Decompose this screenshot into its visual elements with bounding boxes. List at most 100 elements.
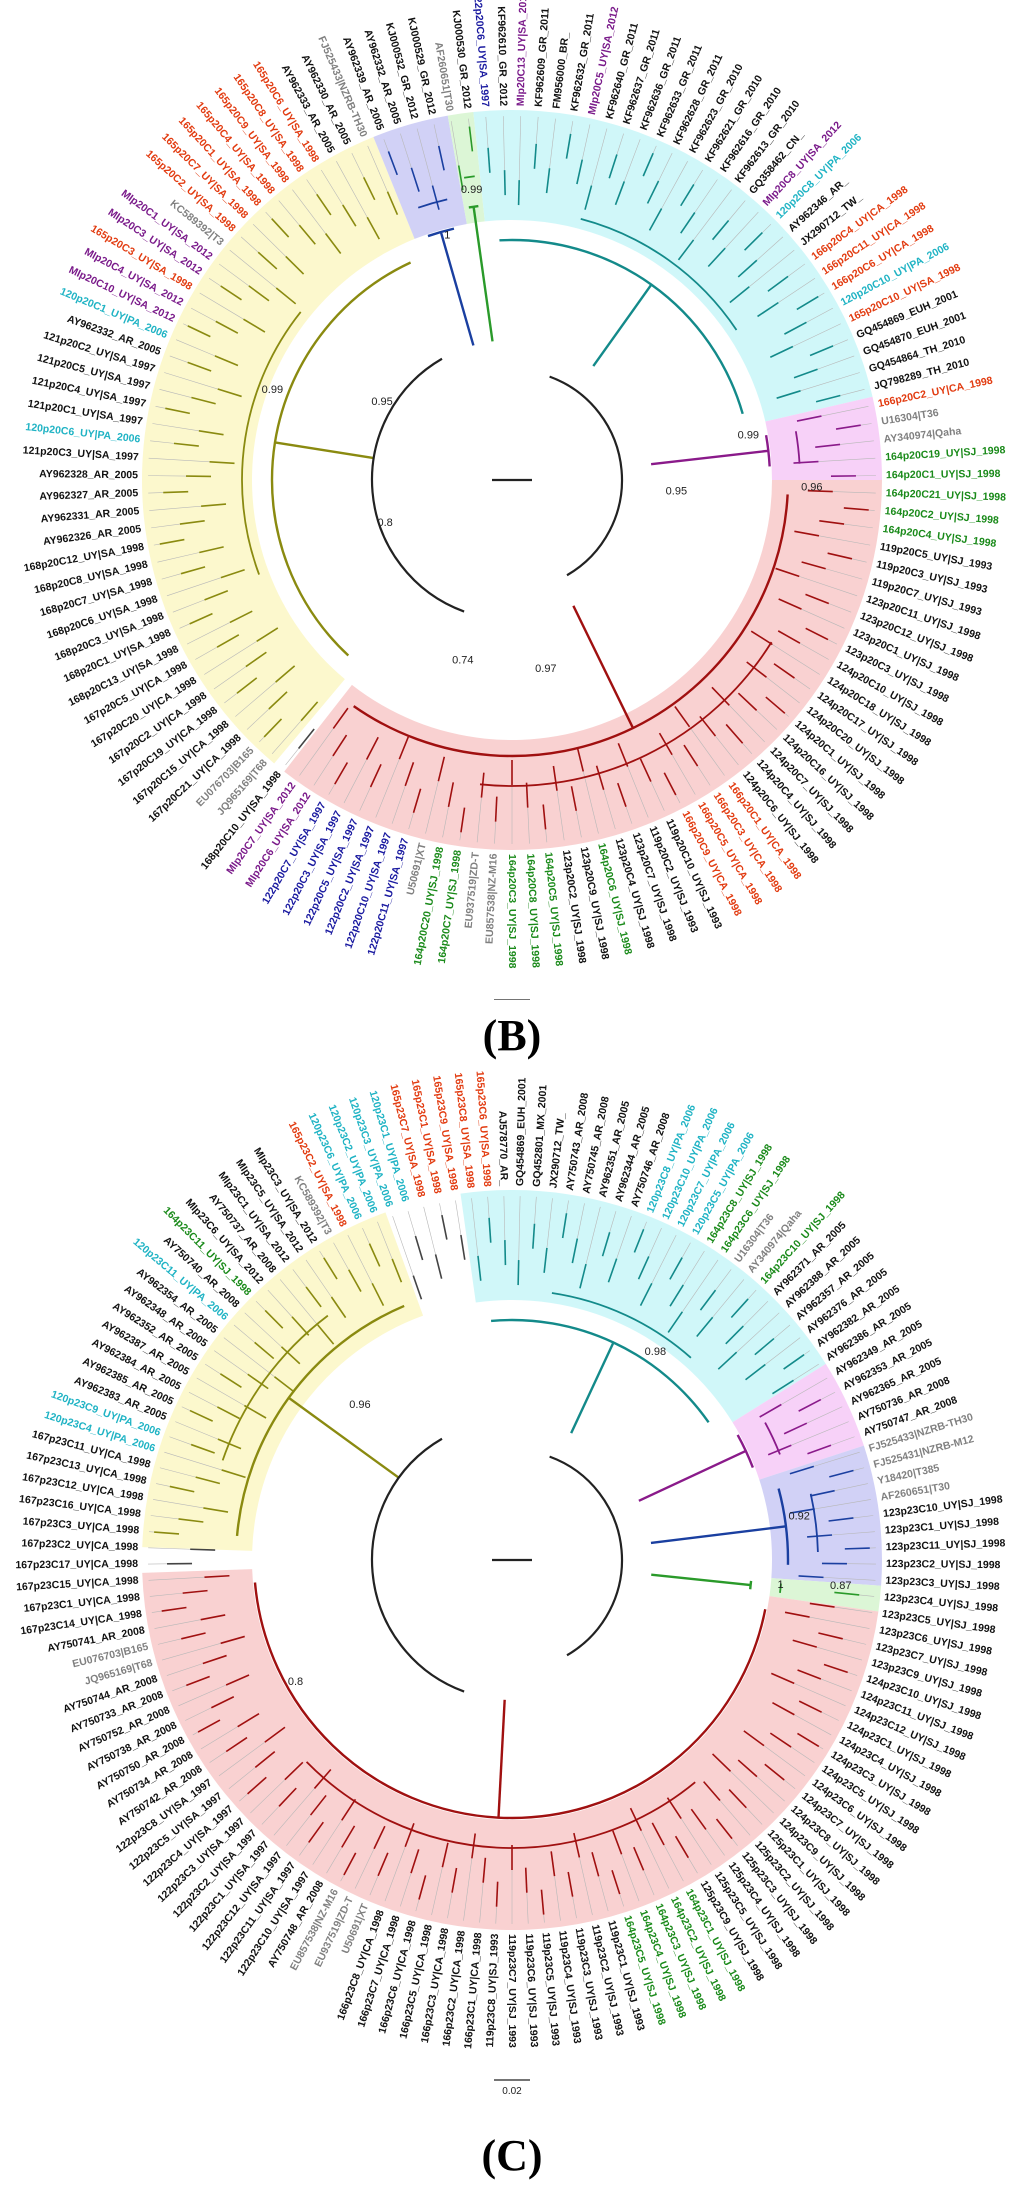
- leaf-guide-line: [377, 1221, 393, 1260]
- leaf-guide-line: [818, 1746, 824, 1750]
- terminal-branch: [617, 743, 629, 767]
- leaf-label: 167p23C17_UY|CA_1998: [15, 1558, 138, 1571]
- leaf-label: AY962328_AR_2005: [39, 468, 138, 481]
- support-value: 0.95: [666, 485, 687, 497]
- leaf-guide-line: [627, 766, 649, 818]
- terminal-branch: [646, 180, 660, 204]
- leaf-label: 119p23C7_UY|SJ_1993: [506, 1934, 518, 2048]
- leaf-guide-line: [809, 1616, 870, 1629]
- leaf-guide-line: [425, 781, 439, 834]
- leaf-guide-line: [527, 807, 530, 844]
- clade-stem: [274, 441, 374, 460]
- leaf-guide-line: [285, 748, 299, 766]
- clade-sector-blue: [759, 1445, 882, 1586]
- support-value: 1: [444, 230, 450, 242]
- terminal-branch: [217, 1406, 240, 1420]
- clade-sector-magenta: [732, 1363, 864, 1480]
- leaf-guide-line: [326, 1847, 343, 1874]
- leaf-label: GQ452801_MX_2001: [531, 1084, 550, 1187]
- leaf-guide-line: [391, 785, 406, 824]
- leaf-guide-line: [728, 200, 746, 221]
- terminal-branch: [414, 1235, 424, 1261]
- clade-sector-green: [769, 1578, 882, 1612]
- terminal-branch: [460, 807, 466, 833]
- clade-stem: [570, 1341, 615, 1434]
- leaf-guide-line: [336, 161, 368, 218]
- terminal-branch: [793, 460, 819, 464]
- leaf-guide-line: [149, 1592, 183, 1597]
- leaf-guide-line: [643, 1870, 655, 1896]
- leaf-guide-line: [794, 677, 811, 690]
- leaf-guide-line: [724, 211, 759, 249]
- leaf-guide-line: [787, 263, 806, 277]
- leaf-guide-line: [223, 1337, 275, 1377]
- terminal-branch: [495, 1881, 499, 1907]
- backbone-arc: [370, 1437, 465, 1693]
- leaf-guide-line: [818, 457, 876, 462]
- leaf-guide-line: [794, 1683, 846, 1707]
- leaf-guide-line: [503, 1196, 506, 1241]
- panel-label-b: (B): [482, 1011, 542, 1060]
- terminal-branch: [441, 1842, 449, 1868]
- support-value: 0.99: [738, 429, 759, 441]
- terminal-branch: [778, 598, 802, 610]
- terminal-branch: [744, 232, 763, 251]
- terminal-branch: [711, 1753, 732, 1772]
- leaf-guide-line: [840, 389, 865, 396]
- leaf-guide-line: [252, 223, 287, 257]
- terminal-branch: [391, 1258, 403, 1283]
- terminal-branch: [798, 1398, 822, 1412]
- clade-stem: [592, 283, 653, 367]
- terminal-branch: [798, 1700, 822, 1713]
- terminal-branch: [309, 1794, 327, 1816]
- terminal-branch: [494, 796, 498, 822]
- terminal-branch: [404, 762, 415, 787]
- terminal-branch: [332, 734, 348, 757]
- leaf-guide-line: [340, 1874, 345, 1882]
- terminal-branch: [810, 1489, 835, 1497]
- terminal-branch: [769, 1732, 792, 1748]
- leaf-guide-line: [621, 1854, 640, 1902]
- leaf-guide-line: [675, 794, 681, 804]
- terminal-branch: [683, 744, 699, 767]
- leaf-guide-line: [169, 1436, 192, 1445]
- terminal-branch: [777, 630, 801, 644]
- leaf-label: 123p23C11_UY|SJ_1998: [886, 1537, 1006, 1553]
- leaf-guide-line: [152, 423, 199, 432]
- terminal-branch: [674, 706, 691, 728]
- terminal-branch: [369, 763, 382, 788]
- leaf-label: KF962609_GR_2011: [533, 7, 552, 107]
- terminal-branch: [257, 251, 278, 270]
- clade-sector-blue: [373, 115, 467, 239]
- support-value: 0.97: [535, 663, 556, 675]
- terminal-branch: [237, 1712, 260, 1728]
- terminal-branch: [398, 735, 410, 760]
- terminal-branch: [798, 1575, 824, 1579]
- terminal-branch: [517, 1260, 520, 1286]
- leaf-guide-line: [736, 1312, 780, 1353]
- support-value: 0.99: [262, 384, 283, 396]
- terminal-branch: [576, 159, 584, 185]
- terminal-branch: [225, 1736, 248, 1753]
- leaf-guide-line: [792, 323, 841, 347]
- terminal-branch: [715, 1818, 733, 1840]
- terminal-branch: [186, 1675, 210, 1687]
- leaf-guide-line: [818, 535, 871, 546]
- leaf-guide-line: [650, 781, 665, 811]
- circular-tree-c: GQ454869_EUH_2001 GQ452801_MX_2001JX29071…: [15, 1070, 1006, 2097]
- leaf-guide-line: [447, 1892, 453, 1919]
- leaf-guide-line: [651, 1234, 677, 1284]
- leaf-guide-line: [351, 153, 364, 178]
- leaf-guide-line: [218, 263, 250, 287]
- terminal-branch: [796, 415, 822, 422]
- leaf-guide-line: [246, 708, 270, 730]
- leaf-guide-line: [286, 1814, 311, 1846]
- leaf-guide-line: [151, 523, 180, 529]
- leaf-guide-line: [693, 189, 732, 241]
- leaf-guide-line: [150, 1515, 179, 1520]
- terminal-branch: [248, 285, 270, 302]
- leaf-guide-line: [259, 736, 265, 743]
- terminal-branch: [807, 1534, 833, 1538]
- terminal-branch: [342, 204, 357, 227]
- terminal-branch: [567, 1871, 574, 1897]
